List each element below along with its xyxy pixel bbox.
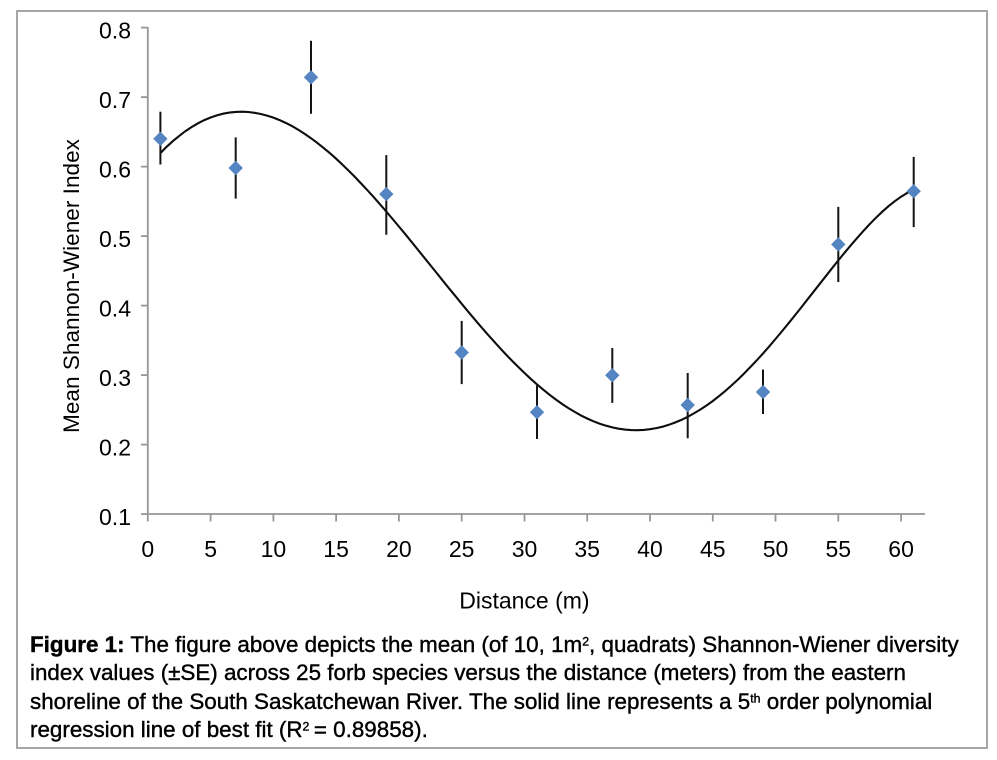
svg-text:30: 30	[512, 536, 538, 562]
svg-text:50: 50	[763, 536, 789, 562]
svg-text:25: 25	[449, 536, 475, 562]
svg-text:20: 20	[386, 536, 412, 562]
svg-text:40: 40	[637, 536, 663, 562]
svg-text:0.6: 0.6	[99, 157, 131, 183]
svg-text:Mean Shannon-Wiener Index: Mean Shannon-Wiener Index	[59, 138, 84, 433]
svg-text:0.5: 0.5	[99, 226, 131, 252]
svg-text:55: 55	[826, 536, 852, 562]
svg-text:0: 0	[141, 536, 154, 562]
svg-text:0.4: 0.4	[99, 296, 131, 322]
svg-text:5: 5	[204, 536, 217, 562]
svg-text:10: 10	[261, 536, 287, 562]
svg-text:60: 60	[888, 536, 914, 562]
svg-text:Distance (m): Distance (m)	[459, 588, 589, 614]
svg-text:0.3: 0.3	[99, 365, 131, 391]
svg-text:0.7: 0.7	[99, 87, 131, 113]
svg-text:45: 45	[700, 536, 726, 562]
svg-text:0.2: 0.2	[99, 435, 131, 461]
svg-text:0.8: 0.8	[99, 18, 131, 44]
svg-text:15: 15	[323, 536, 349, 562]
svg-text:35: 35	[574, 536, 600, 562]
svg-text:0.1: 0.1	[99, 504, 131, 530]
